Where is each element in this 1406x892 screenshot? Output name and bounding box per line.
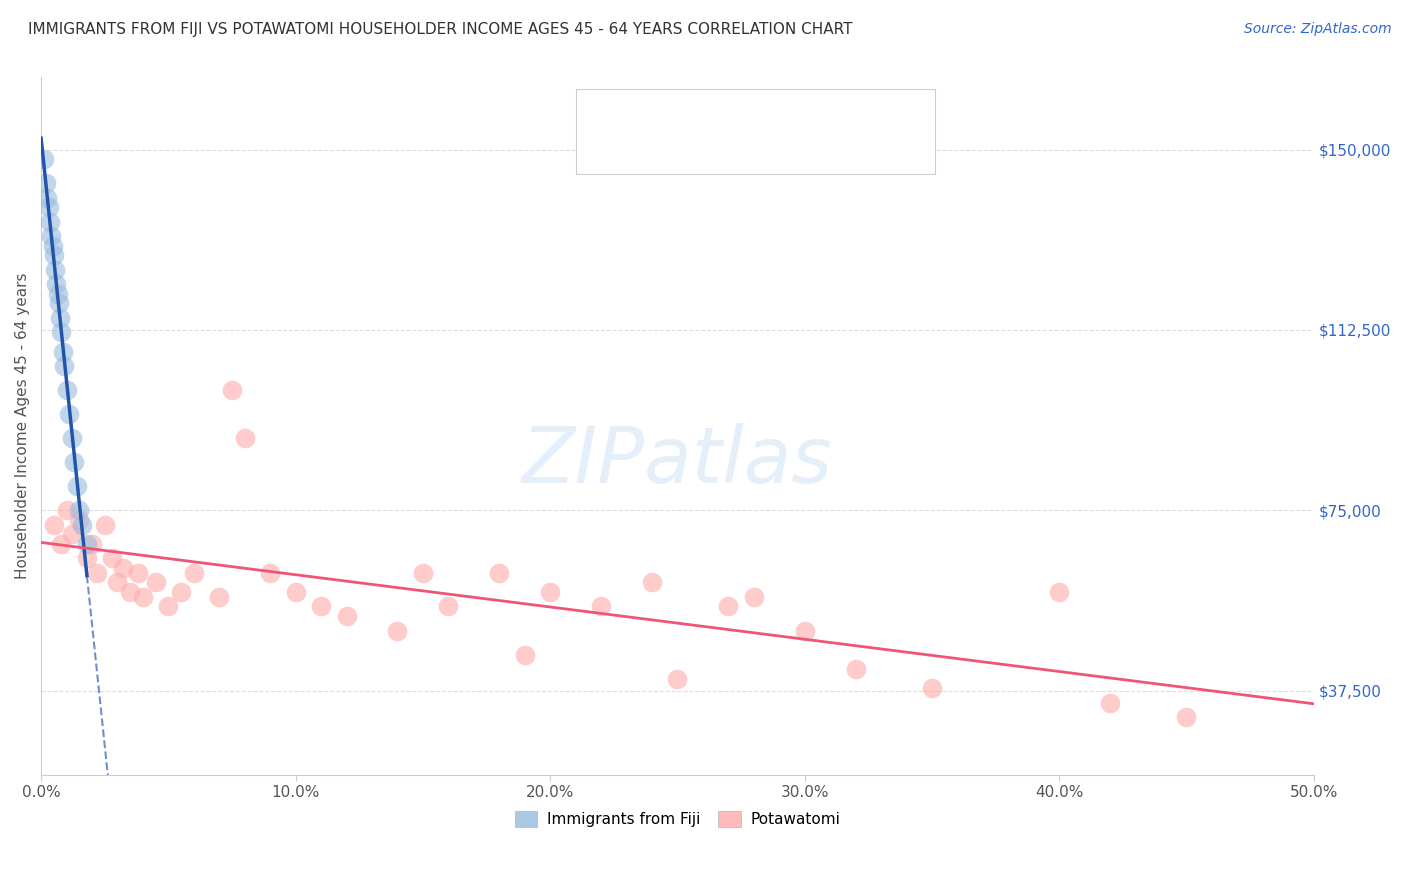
Point [157, 599, 180, 614]
Point [55, 383, 77, 397]
Point [93, 517, 115, 532]
Point [641, 575, 664, 590]
Point [488, 566, 510, 580]
Point [76, 551, 98, 566]
Text: IMMIGRANTS FROM FIJI VS POTAWATOMI HOUSEHOLDER INCOME AGES 45 - 64 YEARS CORRELA: IMMIGRANTS FROM FIJI VS POTAWATOMI HOUSE… [28, 22, 852, 37]
Point [183, 566, 205, 580]
Point [39, 215, 62, 229]
Point [387, 624, 409, 638]
Point [1047, 585, 1070, 599]
Text: R = -0.492   N = 24: R = -0.492 N = 24 [637, 108, 787, 123]
Point [513, 648, 536, 662]
Point [170, 585, 193, 599]
Legend: Immigrants from Fiji, Potawatomi: Immigrants from Fiji, Potawatomi [509, 805, 846, 833]
Point [67, 503, 90, 517]
Point [1175, 710, 1198, 724]
Point [35, 176, 58, 190]
Point [41, 239, 63, 253]
Point [111, 561, 134, 575]
Point [233, 431, 256, 445]
Point [49, 310, 72, 325]
Point [412, 566, 434, 580]
Point [46, 286, 69, 301]
Point [120, 585, 142, 599]
Point [86, 566, 108, 580]
Point [208, 590, 231, 604]
Point [48, 296, 70, 310]
Point [284, 585, 307, 599]
Point [538, 585, 561, 599]
Point [742, 590, 765, 604]
Point [717, 599, 740, 614]
Point [1099, 696, 1122, 710]
Point [38, 200, 60, 214]
Point [51, 537, 73, 551]
Text: ZIPatlas: ZIPatlas [522, 423, 832, 499]
Point [60, 527, 83, 541]
Point [51, 326, 73, 340]
Point [845, 662, 868, 676]
Point [60, 431, 83, 445]
Point [70, 517, 93, 532]
Point [666, 672, 689, 686]
Point [591, 599, 613, 614]
Point [42, 517, 65, 532]
Point [221, 383, 243, 397]
Point [259, 566, 281, 580]
Point [67, 513, 90, 527]
Point [437, 599, 460, 614]
Point [132, 590, 155, 604]
Point [37, 191, 59, 205]
Point [58, 407, 80, 421]
Point [145, 575, 167, 590]
Point [42, 248, 65, 262]
Point [335, 609, 357, 624]
Point [45, 277, 67, 292]
Point [39, 229, 62, 244]
Point [793, 624, 815, 638]
Point [76, 537, 98, 551]
Point [921, 681, 943, 696]
Point [44, 262, 66, 277]
Point [32, 152, 55, 166]
Y-axis label: Householder Income Ages 45 - 64 years: Householder Income Ages 45 - 64 years [15, 273, 30, 580]
Point [55, 503, 77, 517]
Point [101, 551, 124, 566]
Point [127, 566, 149, 580]
Point [80, 537, 103, 551]
Point [107, 575, 129, 590]
Point [52, 344, 75, 359]
Point [53, 359, 76, 373]
Point [63, 455, 86, 469]
Point [309, 599, 332, 614]
Text: Source: ZipAtlas.com: Source: ZipAtlas.com [1244, 22, 1392, 37]
Point [66, 479, 89, 493]
Text: R =  -0.371   N = 43: R = -0.371 N = 43 [637, 142, 792, 157]
